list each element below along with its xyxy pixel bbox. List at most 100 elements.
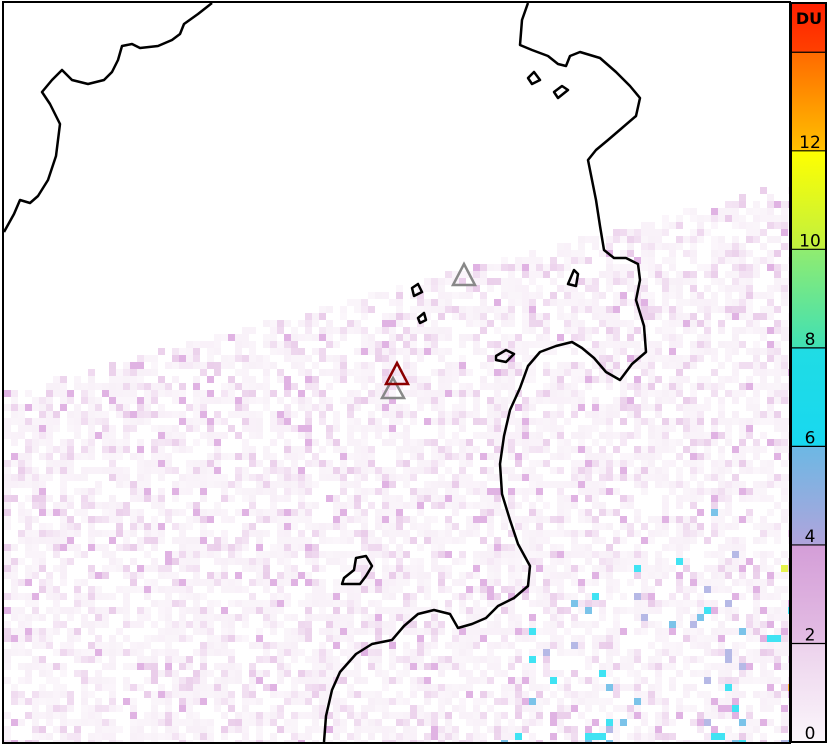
data-pixel bbox=[4, 390, 11, 397]
data-pixel bbox=[571, 257, 578, 264]
data-pixel bbox=[270, 495, 277, 502]
data-pixel bbox=[284, 411, 291, 418]
data-pixel bbox=[655, 558, 662, 565]
data-pixel bbox=[424, 642, 431, 649]
data-pixel bbox=[697, 404, 704, 411]
data-pixel bbox=[676, 292, 683, 299]
data-pixel bbox=[592, 278, 599, 285]
data-pixel bbox=[571, 362, 578, 369]
data-pixel bbox=[494, 670, 501, 677]
data-pixel bbox=[235, 355, 242, 362]
data-pixel bbox=[438, 565, 445, 572]
data-pixel bbox=[25, 390, 32, 397]
data-pixel bbox=[480, 691, 487, 698]
data-pixel bbox=[473, 677, 480, 684]
data-pixel bbox=[529, 257, 536, 264]
data-pixel bbox=[95, 635, 102, 642]
data-pixel bbox=[508, 453, 515, 460]
data-pixel bbox=[508, 719, 515, 726]
data-pixel bbox=[60, 593, 67, 600]
data-pixel bbox=[60, 523, 67, 530]
data-pixel bbox=[382, 593, 389, 600]
data-pixel bbox=[53, 614, 60, 621]
data-pixel bbox=[641, 383, 648, 390]
data-pixel bbox=[480, 453, 487, 460]
data-pixel bbox=[361, 327, 368, 334]
data-pixel bbox=[32, 726, 39, 733]
data-pixel bbox=[578, 236, 585, 243]
data-pixel bbox=[207, 635, 214, 642]
data-pixel bbox=[606, 635, 613, 642]
data-pixel bbox=[725, 341, 732, 348]
data-pixel bbox=[459, 537, 466, 544]
data-pixel bbox=[774, 446, 781, 453]
data-pixel bbox=[207, 572, 214, 579]
data-pixel bbox=[522, 474, 529, 481]
data-pixel bbox=[536, 460, 543, 467]
data-pixel bbox=[676, 383, 683, 390]
data-pixel bbox=[781, 740, 788, 742]
data-pixel bbox=[683, 565, 690, 572]
data-pixel bbox=[466, 306, 473, 313]
data-pixel bbox=[242, 453, 249, 460]
data-pixel bbox=[256, 572, 263, 579]
data-pixel bbox=[403, 740, 410, 742]
data-pixel bbox=[165, 698, 172, 705]
data-pixel bbox=[641, 397, 648, 404]
data-pixel bbox=[571, 565, 578, 572]
data-pixel bbox=[403, 600, 410, 607]
data-pixel bbox=[277, 607, 284, 614]
data-pixel bbox=[319, 334, 326, 341]
data-pixel bbox=[774, 236, 781, 243]
data-pixel bbox=[263, 579, 270, 586]
data-pixel bbox=[116, 390, 123, 397]
data-pixel bbox=[396, 474, 403, 481]
data-pixel bbox=[410, 593, 417, 600]
data-pixel bbox=[4, 495, 11, 502]
data-pixel bbox=[368, 558, 375, 565]
data-pixel bbox=[781, 621, 788, 628]
data-pixel bbox=[291, 677, 298, 684]
data-pixel bbox=[669, 341, 676, 348]
data-pixel bbox=[242, 726, 249, 733]
data-pixel bbox=[4, 509, 11, 516]
data-pixel bbox=[683, 271, 690, 278]
data-pixel bbox=[501, 334, 508, 341]
data-pixel bbox=[319, 523, 326, 530]
data-pixel bbox=[557, 649, 564, 656]
data-pixel bbox=[74, 579, 81, 586]
data-pixel bbox=[718, 362, 725, 369]
data-pixel bbox=[144, 642, 151, 649]
data-pixel bbox=[389, 313, 396, 320]
data-pixel bbox=[564, 292, 571, 299]
data-pixel bbox=[396, 404, 403, 411]
data-pixel bbox=[368, 698, 375, 705]
data-pixel bbox=[382, 572, 389, 579]
data-pixel bbox=[718, 306, 725, 313]
data-pixel bbox=[32, 516, 39, 523]
data-pixel bbox=[298, 509, 305, 516]
data-pixel bbox=[172, 670, 179, 677]
data-pixel bbox=[473, 558, 480, 565]
data-pixel bbox=[676, 551, 683, 558]
data-pixel bbox=[11, 558, 18, 565]
data-pixel bbox=[179, 684, 186, 691]
data-pixel bbox=[655, 516, 662, 523]
data-pixel bbox=[718, 677, 725, 684]
data-pixel bbox=[522, 453, 529, 460]
data-pixel bbox=[627, 327, 634, 334]
data-pixel bbox=[130, 383, 137, 390]
data-pixel bbox=[312, 691, 319, 698]
data-pixel bbox=[760, 369, 767, 376]
data-pixel bbox=[557, 299, 564, 306]
data-pixel bbox=[522, 516, 529, 523]
data-pixel bbox=[711, 418, 718, 425]
data-pixel bbox=[410, 565, 417, 572]
data-pixel bbox=[60, 565, 67, 572]
data-pixel bbox=[354, 446, 361, 453]
data-pixel bbox=[655, 439, 662, 446]
data-pixel bbox=[585, 516, 592, 523]
data-pixel bbox=[221, 607, 228, 614]
data-pixel bbox=[494, 404, 501, 411]
data-pixel bbox=[508, 264, 515, 271]
